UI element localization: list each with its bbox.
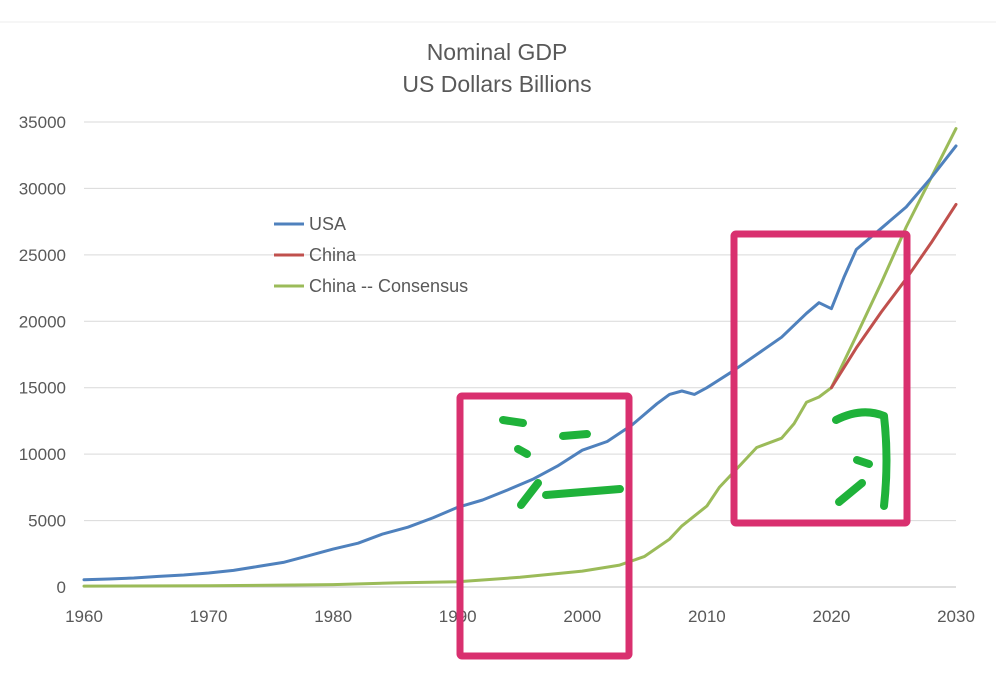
- handwriting-stroke: [499, 416, 527, 427]
- highlight-box-1990s: [456, 392, 633, 660]
- y-tick-label: 10000: [19, 445, 66, 464]
- handwritten-marks: [499, 408, 891, 510]
- y-axis-tick-labels: 0 5000 10000 15000 20000 25000 30000 35000: [19, 113, 66, 597]
- legend-china-label: China: [309, 245, 357, 265]
- chart-title: Nominal GDP: [427, 39, 568, 65]
- y-tick-label: 5000: [28, 512, 66, 531]
- series-line-china: [829, 202, 958, 390]
- legend-usa-label: USA: [309, 214, 346, 234]
- legend-consensus-label: China -- Consensus: [309, 276, 468, 296]
- y-tick-label: 30000: [19, 179, 66, 198]
- handwriting-stroke: [853, 456, 873, 468]
- x-tick-label: 1980: [314, 607, 352, 626]
- chart-subtitle: US Dollars Billions: [402, 71, 591, 97]
- y-tick-label: 35000: [19, 113, 66, 132]
- series-line-usa: [82, 144, 958, 582]
- y-tick-label: 25000: [19, 246, 66, 265]
- x-tick-label: 2020: [813, 607, 851, 626]
- y-tick-label: 15000: [19, 379, 66, 398]
- x-tick-label: 1960: [65, 607, 103, 626]
- x-tick-label: 2000: [563, 607, 601, 626]
- legend: USA China China -- Consensus: [274, 214, 468, 296]
- handwriting-stroke: [517, 479, 542, 509]
- x-axis-tick-labels: 1960 1970 1980 1990 2000 2010 2020 2030: [65, 607, 975, 626]
- highlight-box-2020s: [730, 230, 911, 527]
- x-tick-label: 2010: [688, 607, 726, 626]
- handwriting-stroke: [514, 445, 531, 458]
- y-tick-label: 0: [57, 578, 66, 597]
- handwriting-stroke: [835, 479, 866, 506]
- handwriting-stroke: [832, 408, 891, 510]
- x-tick-label: 2030: [937, 607, 975, 626]
- x-tick-label: 1970: [190, 607, 228, 626]
- y-tick-label: 20000: [19, 312, 66, 331]
- handwriting-stroke: [542, 485, 624, 499]
- handwriting-stroke: [559, 430, 591, 440]
